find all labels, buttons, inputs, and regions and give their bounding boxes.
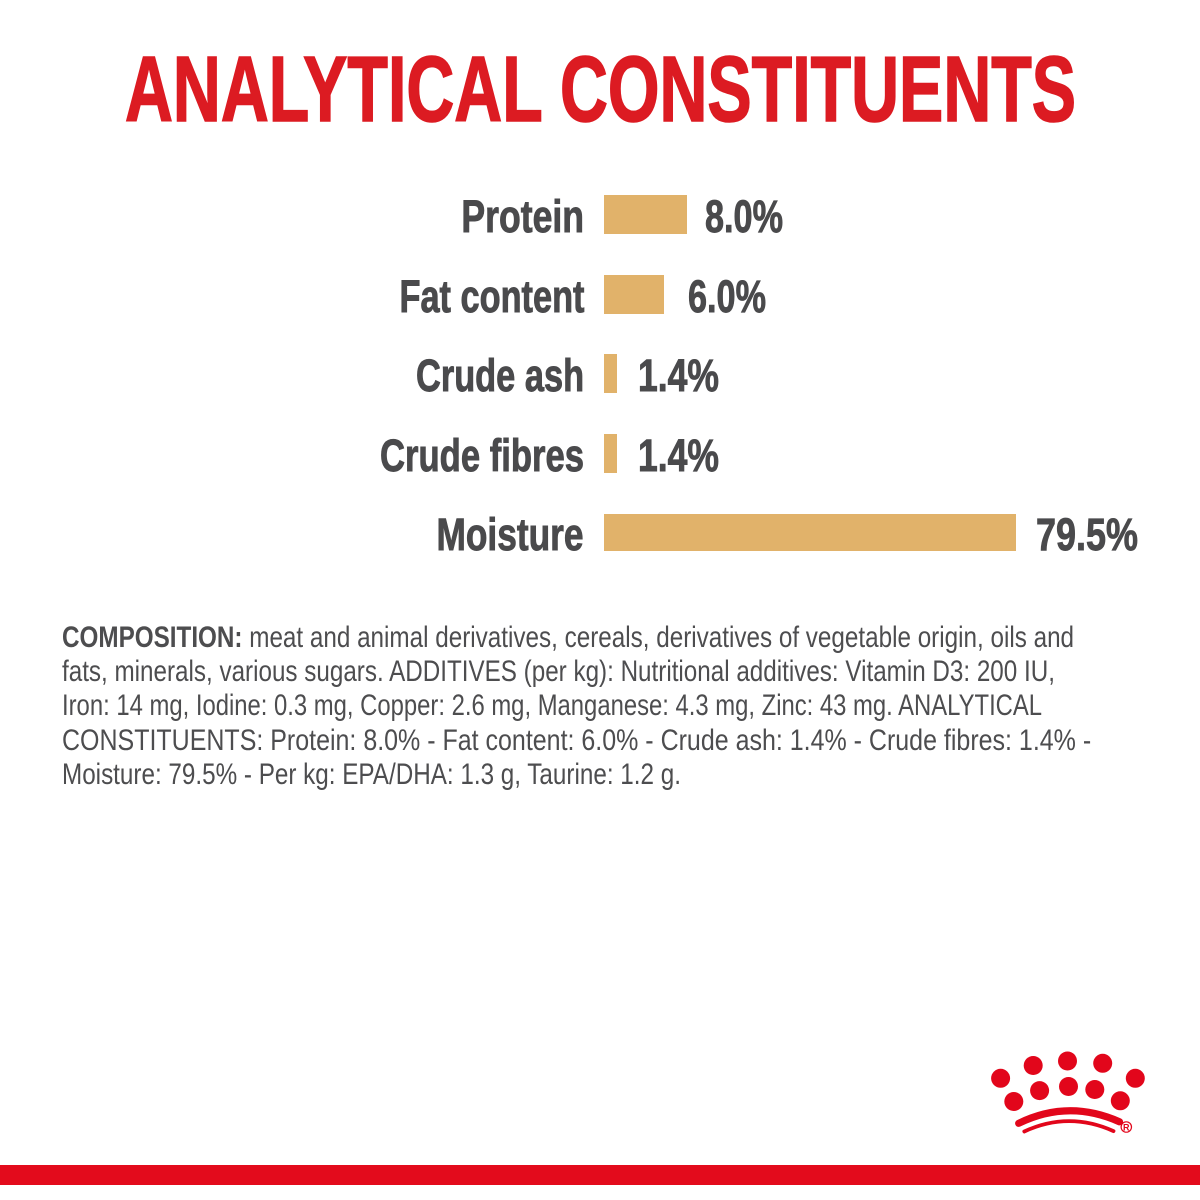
svg-text:R: R (1123, 1123, 1130, 1133)
